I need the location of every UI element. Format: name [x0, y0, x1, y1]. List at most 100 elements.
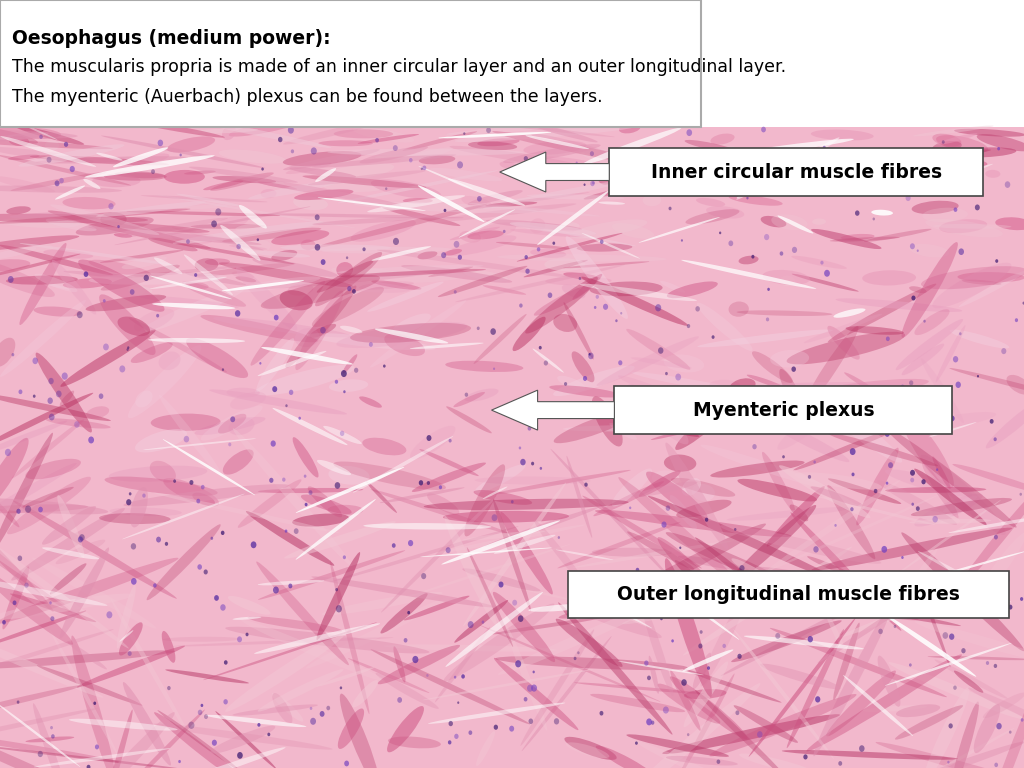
Ellipse shape: [96, 153, 123, 161]
Ellipse shape: [909, 551, 1024, 584]
Ellipse shape: [154, 583, 157, 588]
Ellipse shape: [261, 347, 353, 365]
Ellipse shape: [435, 627, 490, 702]
Ellipse shape: [134, 309, 174, 332]
Ellipse shape: [30, 155, 169, 165]
Ellipse shape: [410, 425, 456, 459]
Ellipse shape: [942, 141, 945, 144]
Ellipse shape: [914, 468, 987, 525]
Ellipse shape: [232, 617, 261, 620]
Ellipse shape: [214, 595, 219, 601]
Ellipse shape: [321, 259, 326, 265]
Ellipse shape: [564, 382, 567, 386]
Ellipse shape: [729, 379, 756, 394]
Ellipse shape: [57, 495, 84, 558]
Ellipse shape: [757, 731, 763, 738]
Ellipse shape: [309, 324, 336, 338]
Ellipse shape: [720, 525, 882, 564]
Ellipse shape: [951, 701, 979, 768]
Ellipse shape: [223, 699, 227, 704]
Ellipse shape: [343, 390, 346, 393]
Ellipse shape: [552, 242, 555, 245]
Ellipse shape: [128, 346, 202, 419]
Ellipse shape: [483, 180, 631, 209]
Ellipse shape: [19, 243, 67, 325]
Ellipse shape: [222, 227, 322, 243]
Ellipse shape: [734, 389, 738, 395]
Ellipse shape: [1023, 302, 1024, 305]
Ellipse shape: [468, 141, 517, 150]
FancyBboxPatch shape: [614, 386, 952, 434]
Ellipse shape: [936, 133, 978, 145]
Ellipse shape: [888, 462, 893, 468]
Ellipse shape: [475, 476, 591, 485]
Ellipse shape: [666, 442, 728, 550]
Ellipse shape: [477, 138, 519, 146]
Ellipse shape: [695, 306, 699, 312]
Ellipse shape: [306, 333, 435, 350]
Ellipse shape: [150, 276, 227, 289]
Ellipse shape: [99, 294, 156, 355]
Ellipse shape: [455, 600, 508, 643]
Ellipse shape: [878, 656, 900, 707]
Ellipse shape: [523, 156, 528, 161]
Ellipse shape: [584, 184, 586, 186]
Ellipse shape: [901, 242, 957, 338]
Text: Oesophagus (medium power):: Oesophagus (medium power):: [12, 29, 331, 48]
Ellipse shape: [421, 167, 423, 170]
Ellipse shape: [10, 172, 106, 191]
Ellipse shape: [657, 537, 724, 604]
Ellipse shape: [184, 170, 216, 174]
Ellipse shape: [228, 118, 305, 137]
Ellipse shape: [599, 711, 603, 716]
Ellipse shape: [933, 134, 962, 147]
Ellipse shape: [669, 207, 672, 210]
Ellipse shape: [296, 467, 404, 513]
Ellipse shape: [618, 360, 623, 366]
Ellipse shape: [503, 144, 601, 163]
Ellipse shape: [271, 230, 330, 245]
Ellipse shape: [525, 269, 529, 274]
Ellipse shape: [428, 266, 473, 277]
Ellipse shape: [12, 601, 16, 605]
Ellipse shape: [562, 284, 586, 299]
Ellipse shape: [156, 537, 161, 542]
Ellipse shape: [553, 366, 635, 396]
Ellipse shape: [286, 163, 332, 174]
Ellipse shape: [958, 248, 964, 255]
Ellipse shape: [557, 522, 680, 568]
Ellipse shape: [663, 707, 669, 713]
Ellipse shape: [269, 478, 273, 483]
Ellipse shape: [25, 505, 31, 513]
Ellipse shape: [336, 605, 342, 612]
Ellipse shape: [484, 507, 599, 547]
Ellipse shape: [962, 648, 966, 654]
Ellipse shape: [337, 269, 486, 277]
Ellipse shape: [100, 212, 127, 227]
Ellipse shape: [635, 741, 638, 745]
Ellipse shape: [384, 333, 425, 356]
Ellipse shape: [0, 685, 83, 719]
Ellipse shape: [129, 492, 131, 495]
Ellipse shape: [810, 181, 827, 195]
Ellipse shape: [201, 315, 317, 343]
Ellipse shape: [343, 555, 346, 559]
Ellipse shape: [528, 604, 591, 612]
Ellipse shape: [335, 588, 338, 591]
Ellipse shape: [13, 501, 177, 599]
Ellipse shape: [673, 146, 735, 159]
Ellipse shape: [221, 531, 224, 535]
Ellipse shape: [206, 715, 306, 727]
Ellipse shape: [631, 482, 697, 498]
Ellipse shape: [185, 281, 209, 289]
Ellipse shape: [424, 498, 629, 510]
Ellipse shape: [255, 365, 354, 396]
Ellipse shape: [109, 465, 207, 482]
Ellipse shape: [17, 555, 23, 561]
Ellipse shape: [693, 399, 698, 405]
Ellipse shape: [935, 660, 1008, 699]
Ellipse shape: [662, 521, 667, 528]
Ellipse shape: [681, 239, 683, 242]
Ellipse shape: [731, 621, 842, 662]
Ellipse shape: [312, 286, 384, 327]
